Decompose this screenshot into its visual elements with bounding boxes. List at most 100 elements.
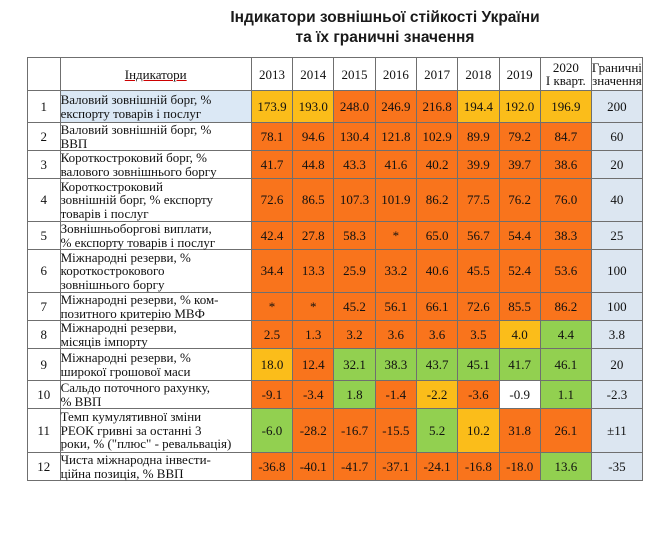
- row-number: 7: [27, 292, 61, 321]
- row-number: 10: [27, 380, 61, 409]
- limit-value-cell: 100: [590, 292, 644, 321]
- indicator-name: Зовнішньоборгові виплати,% експорту това…: [59, 221, 252, 250]
- limit-value-cell: 40: [590, 178, 644, 222]
- value-cell: 52.4: [498, 249, 541, 293]
- indicator-name: Короткостроковий борг, % валового зовнішн…: [59, 150, 252, 179]
- limit-value-cell: 3.8: [590, 320, 644, 349]
- indicator-name-line: товарів і послуг: [60, 205, 149, 221]
- value-cell: -16.7: [333, 408, 376, 453]
- value-cell: -9.1: [250, 380, 294, 409]
- limit-value-cell: 20: [590, 150, 644, 179]
- indicator-name: Валовий зовнішній борг, % ВВП: [59, 122, 252, 151]
- row-number: 2: [27, 122, 61, 151]
- indicator-name-line: широкої грошової маси: [60, 363, 191, 379]
- indicator-name: Валовий зовнішній борг, % експорту товарі…: [59, 90, 252, 123]
- value-cell: 196.9: [539, 90, 592, 123]
- indicator-name-line: зовнішній борг, % експорту: [60, 192, 214, 208]
- value-cell: 102.9: [415, 122, 459, 151]
- value-cell: 18.0: [250, 348, 294, 381]
- value-cell: 33.2: [374, 249, 417, 293]
- indicator-name-line: % ВВП: [60, 393, 102, 409]
- value-cell: 85.5: [498, 292, 541, 321]
- value-cell: 121.8: [374, 122, 417, 151]
- limit-value-cell: 20: [590, 348, 644, 381]
- indicator-name-line: ційна позиція, % ВВП: [60, 465, 184, 481]
- indicator-name: Міжнародні резерви, % короткострокового зо…: [59, 249, 252, 293]
- value-cell: 3.6: [374, 320, 417, 349]
- table-row: 6 Міжнародні резерви, % короткострокового з…: [27, 249, 644, 293]
- value-cell: 3.6: [415, 320, 459, 349]
- value-cell: 246.9: [374, 90, 417, 123]
- title-line-1: Індикатори зовнішньої стійкості України: [230, 9, 540, 26]
- value-cell: 31.8: [498, 408, 541, 453]
- value-cell: 76.0: [539, 178, 592, 222]
- indicator-name: Міжнародні резерви, % ком-позитного крит…: [59, 292, 252, 321]
- value-cell: 27.8: [292, 221, 335, 250]
- value-cell: 1.3: [292, 320, 335, 349]
- indicator-name-line: Валовий зовнішній борг, %: [60, 92, 212, 107]
- value-cell: 13.6: [539, 452, 592, 481]
- value-cell: 3.5: [457, 320, 500, 349]
- value-cell: -1.4: [374, 380, 417, 409]
- value-cell: 41.7: [498, 348, 541, 381]
- value-cell: 45.2: [333, 292, 376, 321]
- indicator-name: Міжнародні резерви, місяців імпорту: [59, 320, 252, 349]
- indicator-name-line: місяців імпорту: [60, 333, 148, 349]
- indicator-name-line: Темп кумулятивної зміни: [60, 409, 202, 425]
- row-number: 4: [27, 178, 61, 222]
- header-year: 2015: [333, 57, 376, 91]
- value-cell: 1.1: [539, 380, 592, 409]
- value-cell: 4.4: [539, 320, 592, 349]
- indicator-name-line: Міжнародні резерви, %: [60, 249, 191, 265]
- value-cell: -18.0: [498, 452, 541, 481]
- indicator-name-line: Валовий зовнішній борг, %: [60, 122, 212, 137]
- indicator-name-line: Зовнішньоборгові виплати,: [60, 221, 212, 236]
- page-title: Індикатори зовнішньої стійкості України …: [0, 8, 650, 48]
- indicator-name-line: Короткостроковий: [60, 178, 163, 194]
- header-2020-q1: 2020 І кварт.: [539, 57, 592, 91]
- limit-value-cell: ±11: [590, 408, 644, 453]
- header-year: 2013: [250, 57, 294, 91]
- value-cell: 25.9: [333, 249, 376, 293]
- header-limit-line-1: Граничні: [591, 60, 642, 75]
- value-cell: 13.3: [292, 249, 335, 293]
- header-year: 2017: [415, 57, 459, 91]
- table-row: 10 Сальдо поточного рахунку,% ВВП -9.1 -3.4…: [27, 380, 644, 409]
- indicator-name-line: валового зовнішнього боргу: [60, 163, 217, 179]
- indicator-name: Сальдо поточного рахунку,% ВВП: [59, 380, 252, 409]
- value-cell: 2.5: [250, 320, 294, 349]
- indicator-name-line: Міжнародні резерви, %: [60, 350, 191, 365]
- value-cell: *: [292, 292, 335, 321]
- value-cell: -40.1: [292, 452, 335, 481]
- value-cell: 38.3: [539, 221, 592, 250]
- value-cell: -24.1: [415, 452, 459, 481]
- value-cell: 45.5: [457, 249, 500, 293]
- indicator-name-line: % експорту товарів і послуг: [60, 234, 216, 250]
- indicator-name-line: ВВП: [60, 135, 88, 151]
- table-row: 3 Короткостроковий борг, % валового зовніш…: [27, 150, 644, 179]
- value-cell: -28.2: [292, 408, 335, 453]
- table-row: 1 Валовий зовнішній борг, % експорту товар…: [27, 90, 644, 123]
- value-cell: 58.3: [333, 221, 376, 250]
- value-cell: 76.2: [498, 178, 541, 222]
- value-cell: 65.0: [415, 221, 459, 250]
- value-cell: 40.6: [415, 249, 459, 293]
- value-cell: 46.1: [539, 348, 592, 381]
- indicator-name-line: РЕОК гривні за останні 3: [60, 422, 202, 438]
- indicator-name-line: Чиста міжнародна інвести-: [60, 452, 211, 467]
- value-cell: 77.5: [457, 178, 500, 222]
- limit-value-cell: 25: [590, 221, 644, 250]
- value-cell: 38.3: [374, 348, 417, 381]
- limit-value-cell: 100: [590, 249, 644, 293]
- row-number: 12: [27, 452, 61, 481]
- header-2020-year: 2020: [552, 60, 579, 75]
- value-cell: -36.8: [250, 452, 294, 481]
- indicator-name-line: зовнішнього боргу: [60, 276, 165, 292]
- table-header-row: Індикатори 2013 2014 2015 2016 2017 2018…: [27, 57, 644, 91]
- value-cell: 216.8: [415, 90, 459, 123]
- value-cell: *: [250, 292, 294, 321]
- indicator-name: Міжнародні резерви, % широкої грошової ма…: [59, 348, 252, 381]
- value-cell: 10.2: [457, 408, 500, 453]
- table-row: 5 Зовнішньоборгові виплати,% експорту тов…: [27, 221, 644, 250]
- value-cell: 5.2: [415, 408, 459, 453]
